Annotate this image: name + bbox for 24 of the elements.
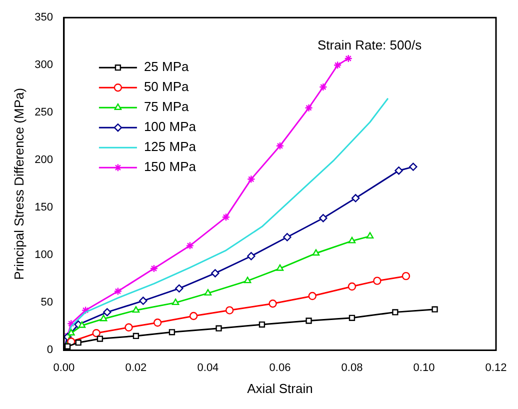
y-tick-label: 150 [34, 202, 53, 214]
y-tick-label: 0 [46, 344, 53, 356]
y-tick-label: 350 [34, 12, 53, 24]
x-tick-label: 0.08 [341, 362, 363, 374]
x-tick-label: 0.12 [485, 362, 507, 374]
x-tick-label: 0.02 [125, 362, 147, 374]
x-tick-label: 0.00 [53, 362, 75, 374]
x-tick-label: 0.06 [269, 362, 291, 374]
y-tick-label: 50 [40, 296, 53, 309]
x-axis-title: Axial Strain [247, 380, 313, 396]
legend-label: 125 MPa [144, 139, 197, 154]
y-tick-label: 300 [34, 59, 53, 72]
legend-label: 150 MPa [144, 159, 197, 174]
legend-label: 100 MPa [144, 119, 197, 134]
x-tick-label: 0.10 [413, 362, 435, 374]
legend-label: 25 MPa [144, 59, 190, 74]
legend-label: 50 MPa [144, 79, 190, 94]
y-tick-label: 200 [34, 154, 53, 166]
y-axis-title: Principal Stress Difference (MPa) [11, 88, 26, 280]
annotation: Strain Rate: 500/s [318, 38, 422, 53]
y-tick-label: 250 [34, 106, 53, 119]
x-tick-label: 0.04 [197, 362, 219, 374]
y-tick-label: 100 [34, 249, 53, 262]
legend-label: 75 MPa [144, 99, 190, 114]
